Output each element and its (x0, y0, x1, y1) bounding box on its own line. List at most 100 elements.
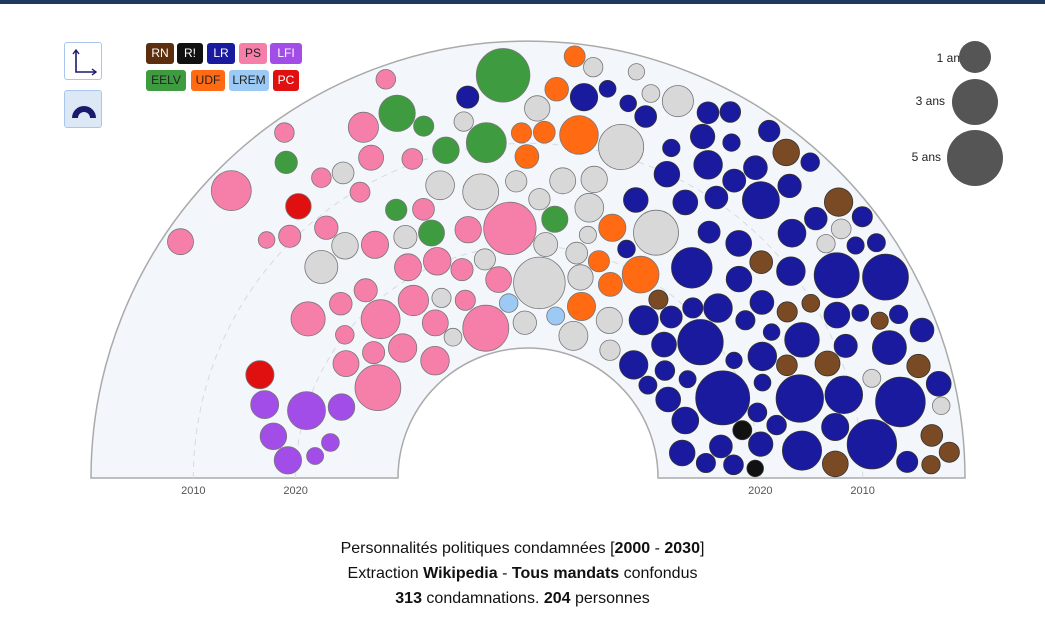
bubble-autres[interactable] (661, 85, 694, 118)
bubble-autres[interactable] (513, 256, 566, 310)
bubble-eelv[interactable] (378, 94, 416, 132)
bubble-ps[interactable] (362, 341, 386, 365)
bubble-rn[interactable] (921, 455, 941, 475)
bubble-lr[interactable] (846, 236, 865, 255)
bubble-lr[interactable] (925, 370, 952, 397)
bubble-lr[interactable] (813, 252, 860, 299)
bubble-ps[interactable] (454, 289, 476, 311)
bubble-lr[interactable] (875, 376, 926, 428)
bubble-autres[interactable] (431, 287, 452, 308)
bubble-lr[interactable] (804, 206, 828, 231)
bubble-rn[interactable] (749, 250, 773, 275)
bubble-lr[interactable] (638, 375, 658, 395)
bubble-lr[interactable] (833, 333, 858, 358)
bubble-lr[interactable] (824, 375, 863, 414)
bubble-ps[interactable] (257, 231, 276, 249)
semicircle-view-button[interactable] (64, 90, 102, 128)
bubble-eelv[interactable] (274, 150, 298, 174)
bubble-autres[interactable] (558, 320, 589, 351)
bubble-autres[interactable] (533, 232, 559, 257)
bubble-autres[interactable] (862, 368, 882, 388)
bubble-ps[interactable] (485, 266, 512, 293)
bubble-lr[interactable] (678, 370, 697, 389)
bubble-lr[interactable] (619, 350, 649, 380)
bubble-ps[interactable] (210, 170, 252, 212)
bubble-rn[interactable] (801, 293, 821, 313)
bubble-lfi[interactable] (287, 391, 326, 431)
bubble-lr[interactable] (735, 310, 756, 331)
bubble-lr[interactable] (747, 402, 768, 423)
bubble-lr[interactable] (677, 319, 724, 366)
bubble-ps[interactable] (349, 181, 371, 203)
bubble-lfi[interactable] (259, 422, 288, 451)
bubble-lr[interactable] (851, 304, 870, 322)
bubble-ps[interactable] (423, 247, 452, 276)
legend-badge-udf[interactable]: UDF (191, 70, 225, 91)
bubble-lr[interactable] (743, 155, 768, 181)
bubble-lr[interactable] (800, 152, 820, 172)
bubble-udf[interactable] (563, 45, 586, 68)
bubble-autres[interactable] (574, 192, 605, 223)
bubble-ps[interactable] (290, 301, 326, 337)
bubble-lr[interactable] (862, 253, 909, 301)
bubble-r[interactable] (746, 459, 764, 478)
bubble-lr[interactable] (747, 341, 778, 372)
bubble-lr[interactable] (909, 317, 935, 343)
bubble-ps[interactable] (354, 364, 402, 412)
bubble-ps[interactable] (462, 304, 510, 352)
bubble-ps[interactable] (360, 299, 401, 340)
bubble-autres[interactable] (932, 396, 951, 416)
bubble-ps[interactable] (311, 167, 332, 188)
bubble-ps[interactable] (335, 325, 355, 345)
bubble-autres[interactable] (524, 95, 551, 122)
bubble-autres[interactable] (331, 161, 355, 185)
bubble-autres[interactable] (641, 84, 661, 103)
bubble-autres[interactable] (304, 250, 339, 284)
bubble-rn[interactable] (814, 350, 841, 377)
bubble-ps[interactable] (401, 148, 424, 170)
bubble-lr[interactable] (851, 206, 873, 228)
bubble-autres[interactable] (393, 224, 418, 249)
bubble-lr[interactable] (654, 360, 676, 381)
bubble-r[interactable] (732, 420, 753, 441)
bubble-lr[interactable] (725, 351, 743, 369)
bubble-eelv[interactable] (541, 205, 569, 233)
bubble-lr[interactable] (723, 454, 744, 476)
bubble-ps[interactable] (278, 224, 302, 248)
bubble-lr[interactable] (623, 187, 649, 213)
bubble-eelv[interactable] (418, 219, 445, 247)
bubble-lr[interactable] (695, 452, 716, 473)
bubble-lr[interactable] (689, 123, 716, 150)
bubble-autres[interactable] (598, 124, 645, 171)
bubble-lr[interactable] (888, 304, 909, 324)
bubble-autres[interactable] (528, 188, 551, 211)
bubble-lr[interactable] (742, 181, 780, 220)
bubble-rn[interactable] (906, 353, 931, 379)
bubble-lr[interactable] (598, 80, 617, 98)
bubble-lr[interactable] (703, 293, 733, 323)
bubble-udf[interactable] (559, 115, 599, 155)
bubble-autres[interactable] (473, 248, 496, 271)
legend-badge-ps[interactable]: PS (239, 43, 267, 64)
bubble-autres[interactable] (627, 63, 646, 81)
bubble-udf[interactable] (567, 291, 597, 321)
cartesian-view-button[interactable] (64, 42, 102, 80)
bubble-eelv[interactable] (413, 115, 435, 137)
bubble-lr[interactable] (722, 168, 747, 193)
bubble-lr[interactable] (753, 373, 772, 392)
bubble-eelv[interactable] (432, 136, 460, 165)
bubble-lr[interactable] (682, 297, 704, 319)
bubble-rn[interactable] (776, 354, 798, 377)
legend-badge-lfi[interactable]: LFI (270, 43, 302, 64)
bubble-lr[interactable] (456, 85, 480, 109)
bubble-lr[interactable] (653, 160, 681, 188)
bubble-autres[interactable] (583, 57, 604, 78)
bubble-lr[interactable] (872, 330, 907, 366)
bubble-ps[interactable] (274, 122, 295, 143)
bubble-rn[interactable] (821, 450, 849, 478)
bubble-ps[interactable] (394, 253, 422, 282)
bubble-lr[interactable] (725, 230, 752, 257)
bubble-autres[interactable] (565, 241, 588, 265)
bubble-lr[interactable] (823, 301, 851, 329)
bubble-lr[interactable] (671, 406, 700, 435)
